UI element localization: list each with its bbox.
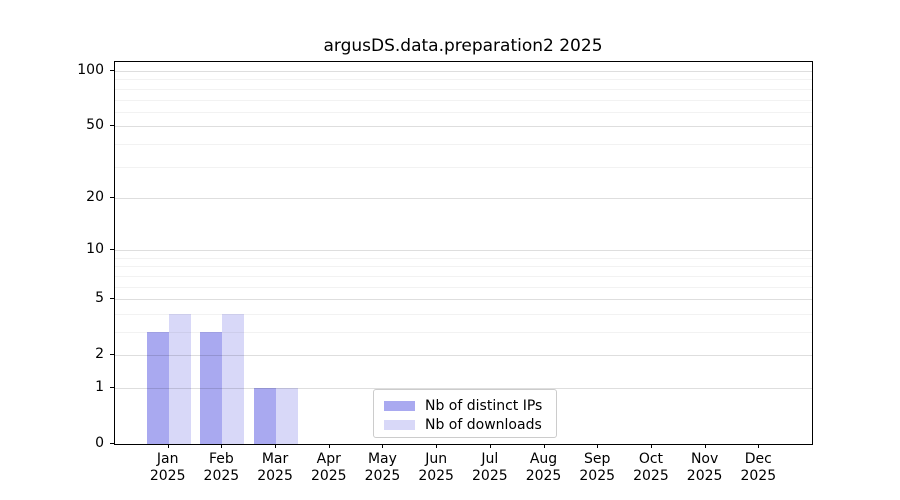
y-tick-mark <box>110 386 114 388</box>
y-tick-label: 10 <box>86 241 104 258</box>
x-tick-month: Aug <box>529 451 558 467</box>
x-tick-label: Oct 2025 <box>621 451 681 485</box>
legend-item: Nb of distinct IPs <box>374 396 556 415</box>
x-tick-label: May 2025 <box>352 451 412 485</box>
gridline-minor <box>115 166 812 168</box>
x-tick-label: Mar 2025 <box>245 451 305 485</box>
x-tick-month: May <box>367 451 397 467</box>
y-tick-label: 5 <box>95 290 104 307</box>
y-tick-mark <box>110 298 114 300</box>
x-tick-label: Apr 2025 <box>299 451 359 485</box>
x-tick-label: Aug 2025 <box>514 451 574 485</box>
y-tick-label: 0 <box>95 435 104 451</box>
x-tick-mark <box>758 444 760 448</box>
gridline-minor <box>115 79 812 81</box>
y-tick-label: 2 <box>95 346 104 363</box>
gridline-minor <box>115 111 812 113</box>
gridline-minor <box>115 266 812 268</box>
x-tick-month: Sep <box>584 451 611 467</box>
legend-item: Nb of downloads <box>374 415 556 434</box>
x-tick-year: 2025 <box>257 468 293 484</box>
chart-title: argusDS.data.preparation2 2025 <box>323 36 603 56</box>
x-tick-label: Jan 2025 <box>138 451 198 485</box>
gridline-major <box>115 299 812 301</box>
y-tick-mark <box>110 196 114 198</box>
x-tick-label: Feb 2025 <box>191 451 251 485</box>
bar-downloads-jan <box>168 313 191 444</box>
gridline-minor <box>115 88 812 90</box>
x-tick-mark <box>436 444 438 448</box>
x-tick-year: 2025 <box>418 468 454 484</box>
x-tick-mark <box>543 444 545 448</box>
gridline-major <box>115 387 812 389</box>
x-tick-mark <box>597 444 599 448</box>
x-tick-month: Nov <box>690 451 719 467</box>
gridline-minor <box>115 313 812 315</box>
x-tick-year: 2025 <box>686 468 723 484</box>
bar-downloads-mar <box>276 387 299 444</box>
x-tick-mark <box>382 444 384 448</box>
legend-label: Nb of distinct IPs <box>425 397 543 414</box>
bar-distinct-ips-mar <box>254 387 277 444</box>
gridline-minor <box>115 257 812 259</box>
x-tick-year: 2025 <box>633 468 669 484</box>
legend-label: Nb of downloads <box>425 416 542 433</box>
x-tick-mark <box>167 444 169 448</box>
x-tick-mark <box>275 444 277 448</box>
x-tick-mark <box>489 444 491 448</box>
y-tick-mark <box>110 354 114 356</box>
x-tick-label: Jun 2025 <box>406 451 466 485</box>
gridline-major <box>115 197 812 199</box>
bar-downloads-feb <box>222 313 245 444</box>
x-tick-year: 2025 <box>203 468 240 484</box>
x-tick-month: Feb <box>208 451 234 467</box>
x-tick-year: 2025 <box>579 468 616 484</box>
bar-distinct-ips-feb <box>200 331 223 444</box>
x-tick-month: Apr <box>316 451 341 467</box>
x-tick-year: 2025 <box>310 468 347 484</box>
bar-distinct-ips-jan <box>146 331 169 444</box>
x-tick-month: Jul <box>481 451 499 467</box>
x-tick-label: Dec 2025 <box>728 451 788 485</box>
y-tick-mark <box>110 249 114 251</box>
x-tick-month: Jun <box>425 451 448 467</box>
x-tick-label: Sep 2025 <box>567 451 627 485</box>
legend-swatch-downloads <box>384 419 415 430</box>
x-tick-mark <box>650 444 652 448</box>
gridline-minor <box>115 331 812 333</box>
x-tick-year: 2025 <box>472 468 508 484</box>
x-tick-mark <box>328 444 330 448</box>
legend-swatch-distinct-ips <box>384 400 415 411</box>
plot-area <box>114 61 813 445</box>
x-tick-year: 2025 <box>525 468 562 484</box>
x-tick-year: 2025 <box>364 468 401 484</box>
gridline-major <box>115 250 812 252</box>
gridline-major <box>115 71 812 73</box>
x-tick-label: Nov 2025 <box>675 451 735 485</box>
gridline-major <box>115 126 812 128</box>
gridline-minor <box>115 99 812 101</box>
x-tick-month: Oct <box>638 451 664 467</box>
legend: Nb of distinct IPs Nb of downloads <box>373 389 557 438</box>
y-tick-label: 50 <box>86 117 104 134</box>
gridline-major <box>115 355 812 357</box>
x-tick-month: Mar <box>261 451 289 467</box>
gridline-minor <box>115 286 812 288</box>
y-tick-label: 1 <box>95 378 104 395</box>
y-tick-mark <box>110 70 114 72</box>
gridline-minor <box>115 143 812 145</box>
y-tick-mark <box>110 443 114 444</box>
x-tick-mark <box>704 444 706 448</box>
x-tick-mark <box>221 444 223 448</box>
y-tick-label: 100 <box>77 62 104 79</box>
x-tick-year: 2025 <box>740 468 777 484</box>
x-tick-label: Jul 2025 <box>460 451 520 485</box>
x-tick-month: Jan <box>156 451 179 467</box>
y-tick-label: 20 <box>86 188 104 205</box>
gridline-minor <box>115 275 812 277</box>
x-tick-month: Dec <box>744 451 772 467</box>
y-tick-mark <box>110 125 114 127</box>
x-tick-year: 2025 <box>149 468 186 484</box>
